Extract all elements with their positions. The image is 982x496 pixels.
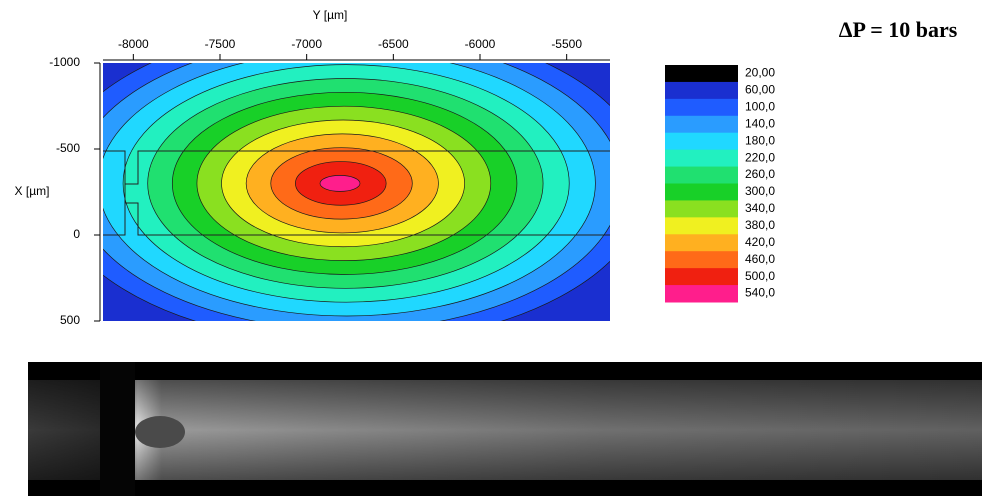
colorbar-segment xyxy=(665,234,738,252)
y-tick-label: 0 xyxy=(73,227,80,241)
colorbar-label: 100,0 xyxy=(745,99,775,113)
colorbar-segment xyxy=(665,251,738,269)
y-tick-label: -1000 xyxy=(49,55,80,69)
y-axis-label: X [µm] xyxy=(15,184,50,198)
colorbar-label: 180,0 xyxy=(745,133,775,147)
contour-plot xyxy=(103,63,610,321)
photo xyxy=(28,362,982,496)
colorbar-segment xyxy=(665,132,738,151)
colorbar-segment xyxy=(665,81,738,100)
x-tick-label: -6500 xyxy=(378,37,409,51)
x-tick-label: -6000 xyxy=(465,37,496,51)
colorbar-segment xyxy=(665,65,738,83)
colorbar-label: 140,0 xyxy=(745,116,775,130)
colorbar-label: 20,00 xyxy=(745,66,775,80)
colorbar-label: 340,0 xyxy=(745,201,775,215)
colorbar-label: 220,0 xyxy=(745,150,775,164)
colorbar-label: 380,0 xyxy=(745,218,775,232)
colorbar-segment xyxy=(665,285,738,303)
y-tick-label: -500 xyxy=(56,141,80,155)
colorbar-label: 460,0 xyxy=(745,252,775,266)
colorbar-label: 420,0 xyxy=(745,235,775,249)
colorbar-segment xyxy=(665,98,738,117)
colorbar-label: 260,0 xyxy=(745,167,775,181)
colorbar-label: 500,0 xyxy=(745,269,775,283)
annotation: ΔP = 10 bars xyxy=(839,17,958,42)
x-tick-label: -5500 xyxy=(551,37,582,51)
colorbar-segment xyxy=(665,149,738,168)
colorbar-label: 540,0 xyxy=(745,286,775,300)
colorbar-label: 300,0 xyxy=(745,184,775,198)
y-tick-label: 500 xyxy=(60,313,80,327)
colorbar-segment xyxy=(665,268,738,286)
colorbar-label: 60,00 xyxy=(745,83,775,97)
colorbar-segment xyxy=(665,115,738,134)
colorbar-segment xyxy=(665,200,738,218)
x-tick-label: -7500 xyxy=(205,37,236,51)
contour-band xyxy=(319,175,361,192)
x-tick-label: -7000 xyxy=(291,37,322,51)
colorbar-segment xyxy=(665,183,738,201)
x-tick-label: -8000 xyxy=(118,37,149,51)
colorbar-segment xyxy=(665,166,738,184)
x-axis-label: Y [µm] xyxy=(313,8,348,22)
colorbar-segment xyxy=(665,217,738,235)
channel-outline xyxy=(103,150,610,236)
